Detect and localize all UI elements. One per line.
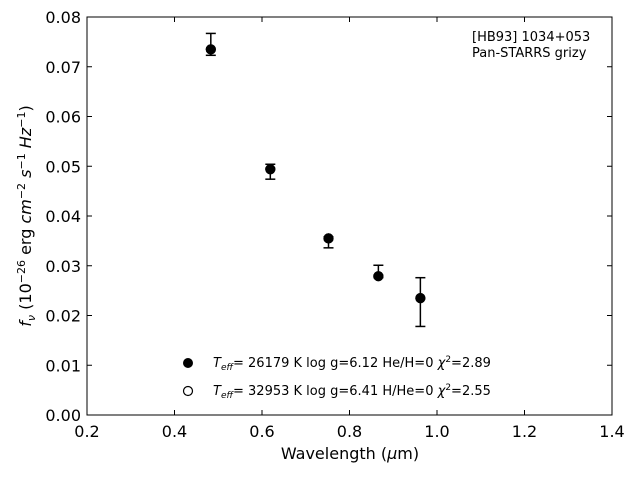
x-axis-label: Wavelength (μm) (281, 444, 419, 463)
model-point-filled (205, 44, 216, 55)
x-tick-label: 0.2 (74, 422, 99, 441)
y-tick-label: 0.06 (45, 108, 81, 127)
x-tick-label: 0.4 (162, 422, 187, 441)
legend-marker-filled (183, 358, 193, 368)
plot-frame (86, 16, 613, 416)
y-tick-label: 0.05 (45, 157, 81, 176)
y-tick-label: 0.04 (45, 207, 81, 226)
error-bars (205, 32, 426, 328)
x-tick-label: 1.0 (424, 422, 449, 441)
data-points (205, 44, 426, 304)
annotation-survey: Pan-STARRS grizy (472, 46, 587, 61)
model-point-filled (265, 164, 276, 175)
x-tick-label: 1.4 (599, 422, 624, 441)
svg-text:fν (10−26 erg cm−2 s−1 Hz−1): fν (10−26 erg cm−2 s−1 Hz−1) (15, 105, 38, 326)
y-tick-label: 0.08 (45, 8, 81, 27)
model-point-filled (415, 292, 426, 304)
y-tick-label: 0.01 (45, 356, 81, 375)
y-axis-label: fν (10−26 erg cm−2 s−1 Hz−1) (15, 105, 38, 326)
legend: Teff= 26179 K log g=6.12 He/H=0 χ2=2.89 … (182, 355, 491, 401)
model-point-filled (323, 233, 334, 244)
legend-entry-1: Teff= 26179 K log g=6.12 He/H=0 χ2=2.89 (213, 355, 491, 373)
y-tick-label: 0.03 (45, 257, 81, 276)
annotation-object-name: [HB93] 1034+053 (472, 30, 590, 45)
legend-marker-open (182, 385, 194, 397)
x-tick-label: 0.6 (249, 422, 274, 441)
axis-ticks: 0.2 0.4 0.6 0.8 1.0 1.2 1.4 0.00 0.01 0.02 0.03 0.0… (45, 8, 624, 441)
x-tick-label: 1.2 (512, 422, 537, 441)
y-tick-label: 0.02 (45, 307, 81, 326)
y-tick-label: 0.00 (45, 406, 81, 425)
legend-entry-2: Teff= 32953 K log g=6.41 H/He=0 χ2=2.55 (213, 383, 491, 401)
y-tick-label: 0.07 (45, 58, 81, 77)
x-tick-label: 0.8 (337, 422, 362, 441)
svg-text:Wavelength (μm): Wavelength (μm) (281, 444, 419, 463)
model-point-filled (373, 271, 384, 282)
